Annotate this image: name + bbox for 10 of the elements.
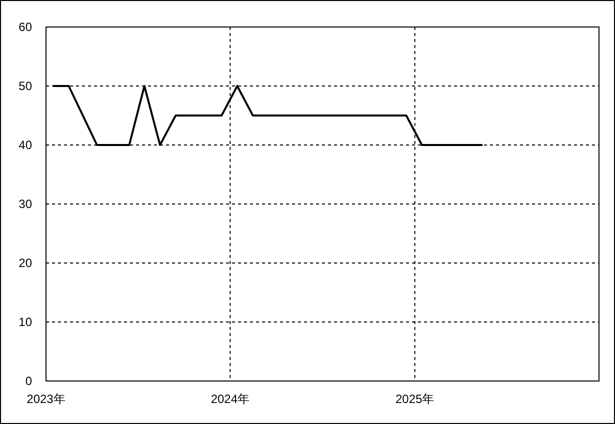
x-tick-label: 2024年 <box>210 392 250 406</box>
y-tick-label: 10 <box>18 315 32 329</box>
y-tick-label: 40 <box>18 138 32 152</box>
y-tick-label: 20 <box>18 256 32 270</box>
x-tick-label: 2023年 <box>26 392 66 406</box>
x-tick-label: 2025年 <box>395 392 434 406</box>
y-tick-label: 60 <box>18 20 32 34</box>
y-tick-label: 0 <box>25 374 32 388</box>
y-tick-label: 30 <box>18 197 32 211</box>
y-tick-label: 50 <box>18 79 32 93</box>
